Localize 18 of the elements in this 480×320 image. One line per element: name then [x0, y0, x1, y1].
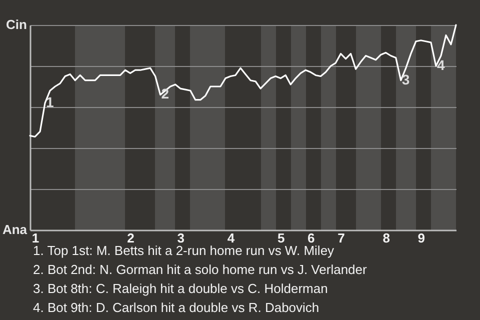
- text: 3. Bot 8th: C. Raleigh hit a double vs C. Holderman: [33, 280, 329, 298]
- text: 1. Top 1st: M. Betts hit a 2-run home run vs W. Miley: [33, 243, 334, 258]
- annotation: 3: [402, 71, 410, 88]
- text: Ana: [2, 222, 28, 237]
- x-tick-label: 9: [418, 230, 426, 246]
- x-tick-label: 2: [127, 230, 134, 246]
- x-tick-label: 4: [227, 230, 236, 246]
- text: 2. Bot 2nd: N. Gorman hit a solo home run vs J. Verlander: [33, 261, 367, 279]
- text: 4. Bot 9th: D. Carlson hit a double vs R. Dabovich: [33, 299, 320, 317]
- text: Cin: [6, 17, 28, 32]
- x-tick-label: 3: [177, 230, 184, 246]
- x-tick-label: 5: [277, 230, 285, 246]
- x-tick-label: 8: [382, 230, 390, 246]
- annotation: 1: [46, 94, 54, 110]
- x-tick-label: 1: [32, 230, 40, 246]
- x-tick-label: 7: [338, 230, 345, 246]
- annotation: 4: [436, 57, 445, 73]
- x-tick-label: 6: [308, 230, 315, 246]
